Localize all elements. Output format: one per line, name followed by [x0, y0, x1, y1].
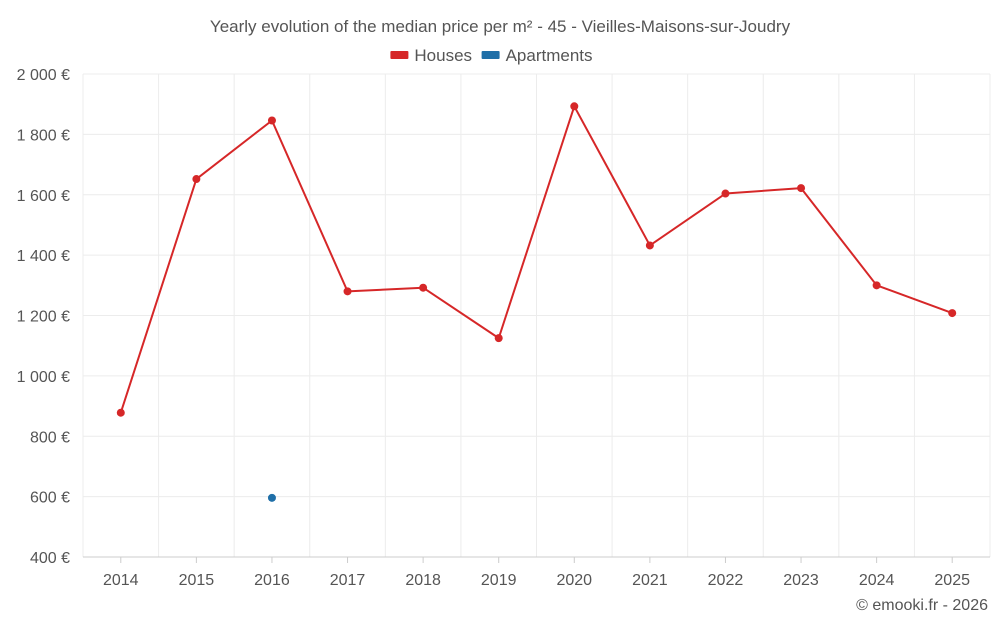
series-line-houses — [119, 105, 953, 414]
y-tick-label: 1 600 € — [17, 188, 70, 205]
y-tick-label: 1 400 € — [17, 248, 70, 265]
y-tick-label: 1 800 € — [17, 127, 70, 144]
legend-swatch — [481, 51, 500, 59]
credit-label: © emooki.fr - 2026 — [856, 597, 988, 614]
data-point-houses-2015[interactable] — [192, 175, 201, 184]
x-tick-label: 2024 — [859, 572, 895, 589]
y-tick-label: 600 € — [30, 490, 70, 507]
data-point-houses-2017[interactable] — [343, 287, 352, 296]
data-point-houses-2022[interactable] — [721, 189, 730, 198]
legend-item-apartments[interactable]: Apartments — [481, 46, 593, 65]
data-point-houses-2018[interactable] — [419, 283, 428, 292]
x-tick-label: 2023 — [783, 572, 819, 589]
x-tick-label: 2020 — [556, 572, 592, 589]
y-axis: 400 € 600 € 800 € 1 000 € 1 200 € 1 400 € 1 60… — [17, 67, 70, 567]
x-tick-label: 2022 — [708, 572, 744, 589]
legend-item-houses[interactable]: Houses — [390, 46, 472, 65]
data-point-houses-2016[interactable] — [267, 116, 276, 125]
data-point-houses-2024[interactable] — [872, 281, 881, 290]
y-tick-label: 2 000 € — [17, 67, 70, 84]
x-tick-label: 2021 — [632, 572, 668, 589]
y-tick-label: 800 € — [30, 429, 70, 446]
legend-label: Houses — [414, 46, 472, 65]
chart-title: Yearly evolution of the median price per… — [210, 17, 791, 36]
data-point-apartments-2016[interactable] — [267, 493, 276, 502]
y-tick-label: 400 € — [30, 550, 70, 567]
x-tick-label: 2014 — [103, 572, 139, 589]
x-tick-label: 2016 — [254, 572, 290, 589]
series-points — [116, 102, 957, 502]
x-tick-label: 2025 — [934, 572, 970, 589]
chart-legend: Houses Apartments — [390, 46, 593, 65]
y-tick-label: 1 200 € — [17, 309, 70, 326]
x-tick-label: 2017 — [330, 572, 366, 589]
data-point-houses-2014[interactable] — [116, 408, 125, 417]
series-lines — [119, 105, 953, 414]
x-tick-label: 2019 — [481, 572, 517, 589]
data-point-houses-2025[interactable] — [948, 309, 957, 318]
legend-swatch — [390, 51, 409, 59]
x-axis: 2014 2015 2016 2017 2018 2019 2020 2021 2022 2023… — [83, 556, 990, 589]
y-tick-label: 1 000 € — [17, 369, 70, 386]
legend-label: Apartments — [506, 46, 593, 65]
data-point-houses-2021[interactable] — [645, 241, 654, 250]
data-point-houses-2020[interactable] — [570, 102, 579, 111]
data-point-houses-2019[interactable] — [494, 334, 503, 343]
x-tick-label: 2015 — [179, 572, 215, 589]
chart-grid — [82, 73, 991, 557]
x-tick-label: 2018 — [405, 572, 441, 589]
data-point-houses-2023[interactable] — [797, 184, 806, 193]
